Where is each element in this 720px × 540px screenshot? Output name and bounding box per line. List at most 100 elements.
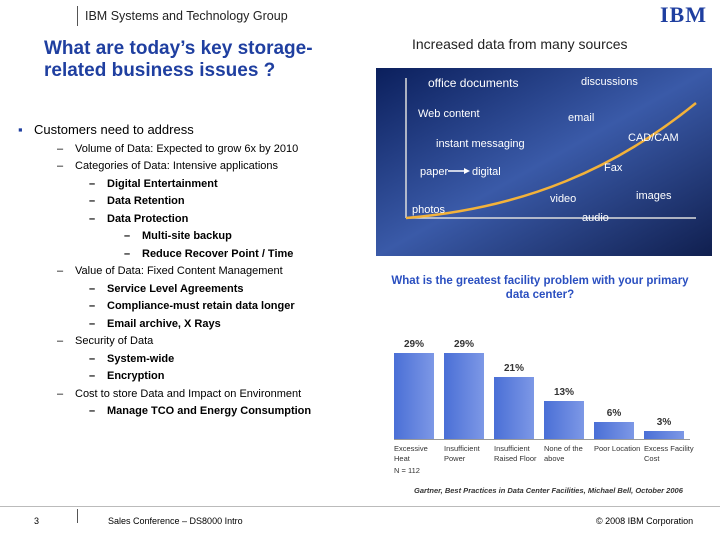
growth-curve [405, 102, 697, 220]
bullet-item: – Volume of Data: Expected to grow 6x by … [18, 141, 363, 159]
value-label: 21% [503, 363, 524, 374]
data-sources-graphic: office documents discussions Web content em… [376, 68, 712, 256]
bullet-text: Manage TCO and Energy Consumption [107, 405, 312, 417]
graphic-label: office documents [428, 76, 519, 90]
bullet-text: Cost to store Data and Impact on Environ… [75, 387, 302, 400]
bullet-marker: – [89, 317, 96, 330]
bullet-item: – Reduce Recover Point / Time [18, 246, 363, 264]
graphic-label: video [550, 193, 576, 205]
bullet-text: Customers need to address [34, 122, 194, 137]
bullet-marker: – [89, 405, 96, 417]
bar [444, 353, 484, 440]
bullet-text: Reduce Recover Point / Time [142, 247, 294, 260]
bullet-item: – Data Retention [18, 193, 363, 211]
bullet-marker: – [57, 142, 64, 155]
bullet-text: Service Level Agreements [107, 282, 244, 295]
bullet-text: Digital Entertainment [107, 177, 218, 190]
bar [494, 377, 534, 440]
bullet-item: – System-wide [18, 351, 363, 369]
category-label: Excess Facility Cost [644, 444, 694, 463]
value-label: 29% [453, 339, 474, 350]
bullet-marker: – [89, 282, 96, 295]
bullet-item: – Service Level Agreements [18, 281, 363, 299]
bar [594, 422, 634, 440]
bullet-marker: – [57, 335, 64, 347]
slide-title: What are today’s key storage-related bus… [44, 38, 313, 81]
bullet-marker: ▪ [18, 122, 23, 137]
bullet-text: Security of Data [75, 335, 154, 347]
bullet-item: – Categories of Data: Intensive applicati… [18, 158, 363, 176]
category-label: Poor Location [594, 444, 641, 453]
graphic-label: images [636, 190, 672, 202]
bullet-text: Encryption [107, 370, 165, 382]
bullet-list: ▪ Customers need to address – Volume of Dat… [18, 121, 363, 421]
footer-event: Sales Conference – DS8000 Intro [108, 516, 243, 526]
bullet-marker: – [89, 212, 96, 225]
category-label: Excessive Heat [394, 444, 428, 463]
bullet-marker: – [89, 370, 96, 382]
value-label: 29% [403, 339, 424, 350]
bullet-text: Data Protection [107, 212, 189, 225]
bullet-text: System-wide [107, 352, 175, 365]
graphic-label: email [568, 112, 594, 124]
value-label: 6% [606, 408, 622, 419]
bullet-item: ▪ Customers need to address [18, 121, 363, 139]
bullet-text: Email archive, X Rays [107, 317, 221, 330]
bullet-marker: – [124, 230, 131, 242]
bullet-item: – Compliance-must retain data longer [18, 298, 363, 316]
graphic-label: Fax [604, 162, 623, 174]
divider [77, 6, 78, 26]
bullet-marker: – [57, 265, 64, 277]
category-label: None of the above [544, 444, 583, 463]
sample-note: N = 112 [394, 466, 420, 475]
bullet-marker: – [89, 352, 96, 365]
logo: IBM [660, 2, 707, 27]
bullet-item: – Security of Data [18, 333, 363, 351]
bullet-marker: – [124, 247, 131, 260]
bullet-item: – Email archive, X Rays [18, 316, 363, 334]
bullet-text: Volume of Data: Expected to grow 6x by 2… [75, 142, 299, 155]
graphic-label: digital [472, 166, 501, 178]
bullet-text: Categories of Data: Intensive applicatio… [75, 160, 279, 172]
bar [644, 431, 684, 440]
arrow-head [464, 168, 470, 174]
value-label: 3% [656, 417, 672, 428]
chart-title: What is the greatest facility problem wi… [391, 275, 689, 301]
bar [544, 401, 584, 440]
category-label: Insufficient Raised Floor [494, 444, 537, 463]
category-label: Insufficient Power [444, 444, 480, 463]
graphic-label: discussions [581, 76, 638, 88]
bullet-marker: – [57, 160, 64, 172]
graphic-label: paper [420, 166, 448, 178]
footer-rule [0, 506, 720, 507]
value-label: 13% [553, 387, 574, 398]
bullet-item: – Digital Entertainment [18, 176, 363, 194]
bullet-marker: – [89, 177, 96, 190]
graphic-background [376, 68, 712, 256]
bullet-text: Value of Data: Fixed Content Management [75, 265, 283, 277]
bullet-item: – Value of Data: Fixed Content Management [18, 263, 363, 281]
graphic-label: audio [582, 212, 609, 224]
graphic-label: instant messaging [436, 138, 525, 150]
baseline [394, 439, 690, 440]
graphic-label: CAD/CAM [628, 132, 679, 144]
bullet-marker: – [89, 300, 96, 312]
group-name: IBM Systems and Technology Group [85, 9, 288, 23]
bullet-item: – Cost to store Data and Impact on Enviro… [18, 386, 363, 404]
plot-area: 29% Excessive Heat 29% Insufficient Power 21… [394, 339, 704, 463]
bullet-item: – Encryption [18, 368, 363, 386]
bullet-item: – Multi-site backup [18, 228, 363, 246]
divider [77, 509, 78, 523]
bar [394, 353, 434, 440]
bullet-item: – Data Protection [18, 211, 363, 229]
bullet-text: Compliance-must retain data longer [107, 300, 295, 312]
bullet-item: – Manage TCO and Energy Consumption [18, 403, 363, 421]
bullet-marker: – [89, 195, 96, 207]
graphic-label: photos [412, 204, 446, 216]
chart-source: Gartner, Best Practices in Data Center F… [414, 486, 683, 495]
bullet-text: Multi-site backup [142, 230, 232, 242]
bullet-marker: – [57, 387, 64, 400]
copyright: © 2008 IBM Corporation [596, 516, 694, 526]
graphic-heading: Increased data from many sources [412, 36, 628, 52]
